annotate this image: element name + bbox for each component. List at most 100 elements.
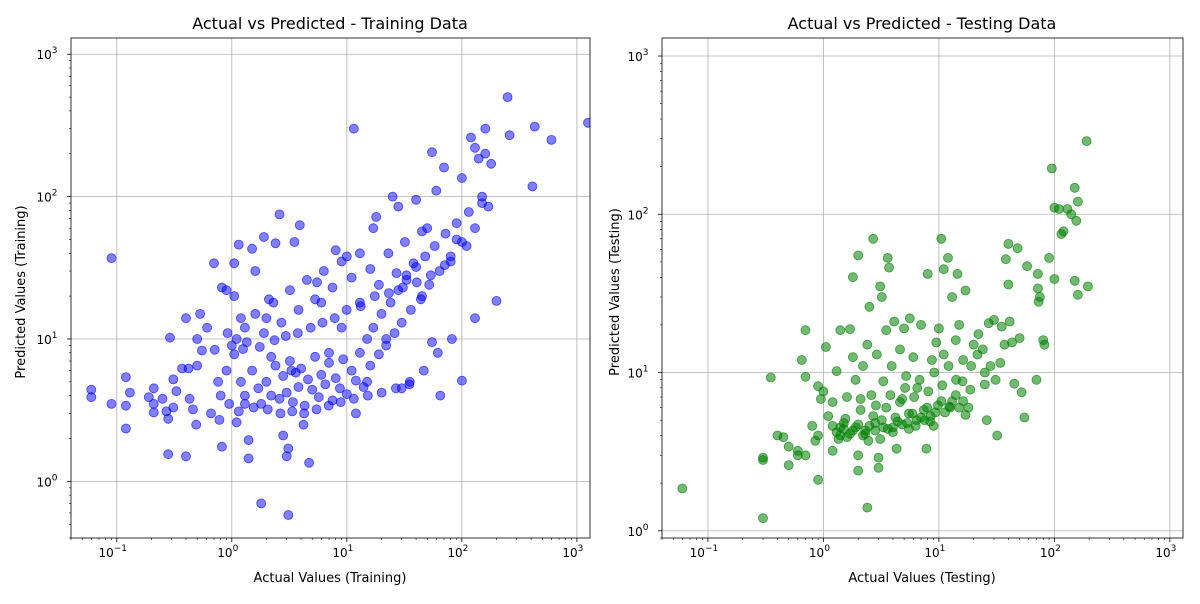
training-data-point (324, 357, 334, 368)
testing-data-point (1033, 268, 1043, 279)
training-data-point (278, 430, 289, 441)
training-data-point (168, 402, 179, 413)
testing-data-point (958, 396, 968, 407)
testing-data-point (853, 250, 864, 261)
training-data-point (381, 340, 392, 351)
training-data-point (148, 383, 159, 394)
training-data-point (397, 282, 408, 293)
testing-data-point (800, 325, 811, 336)
training-data-point (289, 237, 300, 247)
training-data-point (312, 277, 322, 288)
testing-data-point (873, 462, 884, 473)
training-plot-frame (70, 37, 591, 539)
training-data-point (121, 400, 131, 411)
testing-data-point (848, 272, 858, 283)
testing-data-point (886, 361, 897, 371)
training-data-point (320, 379, 331, 390)
testing-data-point (855, 405, 866, 415)
testing-data-point (885, 390, 896, 401)
testing-data-point (864, 301, 875, 312)
training-data-point (365, 360, 376, 371)
training-data-point (235, 313, 246, 324)
training-data-point (188, 404, 198, 415)
training-data-point (233, 239, 244, 250)
testing-data-point (937, 380, 948, 391)
training-data-point (157, 393, 168, 404)
training-data-point (387, 191, 398, 202)
testing-data-point (831, 366, 842, 377)
training-data-point (243, 435, 254, 446)
training-data-point (310, 351, 321, 362)
training-ticks: 10−1 100 101 102 103 100 101 102 103 (36, 46, 583, 560)
testing-data-point (895, 397, 905, 408)
testing-data-point (870, 425, 880, 436)
training-data-point (502, 92, 513, 102)
training-plot-title: Actual vs Predicted - Training Data (192, 14, 468, 33)
training-data-point (209, 344, 220, 355)
training-data-point (451, 218, 462, 229)
training-data-point (143, 392, 154, 403)
testing-data-point (1007, 337, 1017, 348)
training-data-point (168, 374, 179, 385)
training-data-point (383, 248, 394, 259)
training-data-point (362, 390, 373, 401)
testing-data-point (842, 392, 852, 402)
training-data-point (284, 356, 295, 366)
testing-data-point (901, 371, 911, 381)
training-data-point (226, 340, 237, 351)
testing-data-point (1058, 226, 1069, 237)
training-data-point (466, 132, 476, 143)
training-data-point (287, 397, 298, 408)
training-data-point (250, 266, 261, 276)
training-data-point (163, 449, 174, 460)
testing-data-point (1073, 196, 1083, 207)
training-data-point (221, 285, 232, 296)
training-data-point (486, 158, 497, 169)
training-data-point (216, 441, 227, 452)
testing-data-point (1039, 339, 1050, 350)
training-data-point (229, 258, 240, 269)
training-data-point (275, 408, 286, 419)
testing-data-point (912, 382, 923, 393)
testing-data-point (921, 443, 932, 454)
testing-data-point (882, 252, 893, 263)
testing-data-point (1012, 243, 1023, 254)
testing-data-point (990, 374, 1001, 385)
training-data-point (341, 389, 352, 400)
testing-data-point (677, 483, 688, 494)
testing-data-point (943, 252, 953, 263)
testing-data-point (848, 425, 858, 436)
training-data-point (483, 201, 494, 212)
training-data-point (202, 322, 213, 333)
testing-data-point (1054, 204, 1064, 214)
testing-data-point (850, 374, 861, 385)
training-data-point (473, 153, 484, 164)
training-data-point (293, 304, 304, 315)
training-data-point (299, 408, 310, 419)
training-data-point (470, 142, 480, 153)
testing-data-point (922, 402, 932, 413)
training-data-point (239, 322, 250, 333)
testing-data-point (1016, 387, 1027, 398)
testing-plot-title: Actual vs Predicted - Testing Data (788, 14, 1057, 33)
training-data-point (310, 294, 321, 305)
testing-data-point (895, 344, 905, 355)
testing-data-point (1003, 279, 1014, 290)
training-data-point (425, 270, 436, 281)
testing-data-point (862, 502, 873, 513)
training-data-point (247, 365, 258, 376)
training-data-point (371, 211, 382, 222)
testing-data-point (848, 352, 858, 363)
testing-data-point (916, 412, 926, 423)
testing-data-point (979, 379, 990, 390)
testing-data-point (1014, 333, 1025, 344)
testing-data-point (909, 392, 919, 402)
training-data-point (215, 390, 226, 401)
testing-data-point (1003, 238, 1014, 249)
testing-y-axis-label: Predicted Values (Testing) (608, 208, 623, 376)
testing-data-point (765, 372, 776, 383)
training-data-point (480, 123, 491, 134)
training-data-point (463, 207, 474, 217)
training-data-point (241, 337, 252, 348)
training-plot: Actual vs Predicted - Training Data Actu… (14, 14, 591, 586)
